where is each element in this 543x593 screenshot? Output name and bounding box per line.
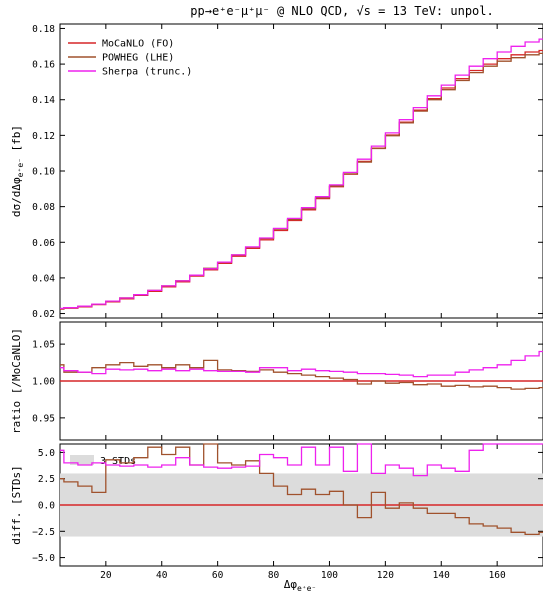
diff-ticks: −5.0 −2.5 0.0 2.5 5.0 20 40 60 80 100 120 140 160 xyxy=(32,444,543,581)
x-tick-label: 20 xyxy=(100,570,112,581)
main-sherpa-line xyxy=(60,38,543,310)
main-panel: 0.02 0.04 0.06 0.08 0.10 0.12 0.14 0.16 0.18 dσ/… xyxy=(10,23,543,320)
y-tick-label: 1.00 xyxy=(32,377,55,388)
std-band-label: 3 STDs xyxy=(100,456,136,467)
main-mocanlo-line xyxy=(60,49,543,310)
ratio-panel: 0.95 1.00 1.05 ratio [/MoCaNLO] xyxy=(10,321,543,441)
chart-title: pp→e⁺e⁻μ⁺μ⁻ @ NLO QCD, √s = 13 TeV: unpo… xyxy=(190,4,493,18)
legend-label-mocanlo: MoCaNLO (FO) xyxy=(102,39,174,50)
x-tick-label: 140 xyxy=(433,570,450,581)
x-tick-label: 100 xyxy=(321,570,338,581)
main-y-axis-label: dσ/dΔφe⁺e⁻ [fb] xyxy=(10,125,25,217)
y-tick-label: 2.5 xyxy=(38,474,55,485)
x-tick-label: 120 xyxy=(377,570,394,581)
diff-panel: 3 STDs −5.0 −2.5 0.0 2.5 5.0 20 40 60 80 100 120 14… xyxy=(10,443,543,581)
ratio-powheg-line xyxy=(60,359,543,390)
y-tick-label: 0.18 xyxy=(32,24,55,35)
diff-series xyxy=(60,443,543,536)
main-powheg-line xyxy=(60,52,543,310)
y-tick-label: 0.95 xyxy=(32,413,55,424)
y-tick-label: 0.02 xyxy=(32,309,55,320)
diff-y-axis-label: diff. [STDs] xyxy=(10,465,23,544)
legend-label-powheg: POWHEG (LHE) xyxy=(102,53,174,64)
diff-powheg-line xyxy=(60,443,543,536)
y-tick-label: 5.0 xyxy=(38,448,55,459)
std-band-swatch xyxy=(70,455,94,465)
y-tick-label: 0.12 xyxy=(32,131,55,142)
x-axis-label: Δφe⁺e⁻ xyxy=(284,578,317,593)
y-tick-label: 0.10 xyxy=(32,167,55,178)
x-tick-label: 80 xyxy=(268,570,280,581)
y-tick-label: −2.5 xyxy=(32,527,55,538)
y-tick-label: 1.05 xyxy=(32,340,55,351)
y-tick-label: 0.16 xyxy=(32,60,55,71)
y-tick-label: 0.0 xyxy=(38,501,55,512)
x-tick-label: 60 xyxy=(212,570,224,581)
y-tick-label: 0.06 xyxy=(32,238,55,249)
y-tick-label: 0.14 xyxy=(32,95,55,106)
diff-sherpa-line xyxy=(60,443,543,477)
legend-label-sherpa: Sherpa (trunc.) xyxy=(102,67,192,78)
ratio-y-axis-label: ratio [/MoCaNLO] xyxy=(10,328,23,434)
y-tick-label: 0.04 xyxy=(32,273,55,284)
ratio-sherpa-line xyxy=(60,350,543,378)
legend: MoCaNLO (FO) POWHEG (LHE) Sherpa (trunc.) xyxy=(68,39,192,78)
y-tick-label: 0.08 xyxy=(32,202,55,213)
main-ticks: 0.02 0.04 0.06 0.08 0.10 0.12 0.14 0.16 0.18 xyxy=(32,24,543,320)
main-series xyxy=(60,38,543,310)
y-tick-label: −5.0 xyxy=(32,553,55,564)
ratio-series xyxy=(60,350,543,390)
x-tick-label: 160 xyxy=(489,570,506,581)
x-tick-label: 40 xyxy=(156,570,168,581)
